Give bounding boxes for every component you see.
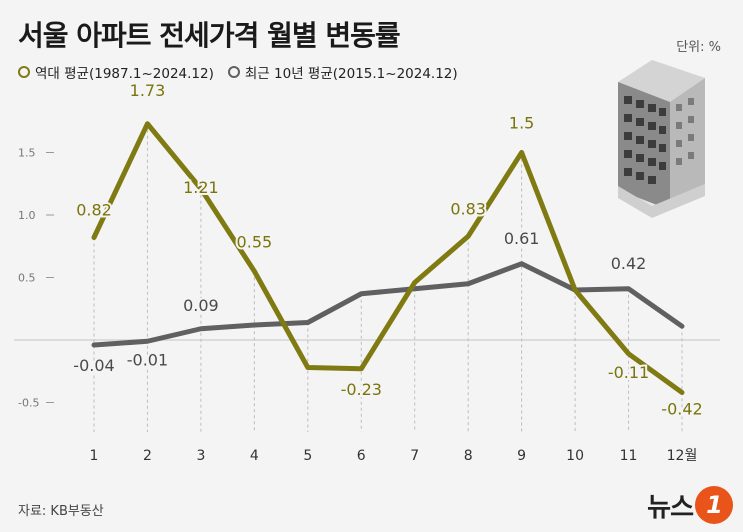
data-label-historical: 1.5	[509, 114, 534, 133]
x-tick-label: 1	[90, 448, 99, 464]
data-label-historical: 0.82	[76, 201, 112, 220]
data-label-historical: 0.55	[237, 232, 273, 251]
data-label-recent: -0.04	[73, 356, 114, 375]
legend: 역대 평균(1987.1~2024.12) 최근 10년 평균(2015.1~2…	[18, 62, 472, 82]
data-label-historical: 0.83	[450, 199, 486, 218]
legend-label-recent: 최근 10년 평균(2015.1~2024.12)	[244, 66, 458, 82]
legend-item-recent: 최근 10년 평균(2015.1~2024.12)	[227, 62, 458, 82]
series-lines	[91, 121, 685, 395]
data-label-historical: 1.73	[130, 81, 166, 100]
chart-title: 서울 아파트 전세가격 월별 변동률	[18, 19, 401, 52]
logo-text: 뉴스	[647, 492, 694, 523]
source-note: 자료: KB부동산	[18, 504, 104, 519]
y-tick-label: -0.5	[18, 397, 39, 410]
x-tick-label: 5	[303, 448, 312, 464]
x-tick-label: 7	[410, 448, 419, 464]
series-recent-line	[91, 261, 685, 348]
x-tick-label: 6	[357, 448, 366, 464]
y-tick-label: 1.0	[18, 209, 36, 222]
x-axis: 1 2 3 4 5 6 7 8 9 10 11 12월	[90, 448, 698, 464]
y-tick-label: 1.5	[18, 147, 36, 160]
x-tick-label: 11	[620, 448, 638, 464]
x-tick-label: 4	[250, 448, 259, 464]
data-label-recent: 0.61	[504, 229, 540, 248]
news1-logo: 뉴스 1	[647, 486, 733, 524]
x-tick-label: 3	[196, 448, 205, 464]
data-label-historical: 1.21	[183, 178, 219, 197]
legend-label-historical: 역대 평균(1987.1~2024.12)	[35, 66, 214, 82]
logo-badge: 1	[695, 486, 733, 524]
unit-label: 단위: %	[676, 40, 721, 55]
legend-dot-recent-icon	[227, 66, 240, 78]
data-label-historical: -0.23	[341, 380, 382, 399]
y-tick-label: 0.5	[18, 272, 36, 285]
apartment-building-icon	[618, 60, 705, 218]
x-tick-label: 12월	[667, 448, 698, 464]
data-labels: 0.82 1.73 1.21 0.55 -0.23 0.83 1.5 -0.11 -0.42 -0…	[71, 79, 704, 421]
y-axis: -0.5 0.5 1.0 1.5	[18, 147, 54, 410]
legend-item-historical: 역대 평균(1987.1~2024.12)	[18, 62, 214, 82]
data-label-historical: -0.11	[608, 363, 649, 382]
series-historical-line	[91, 121, 685, 395]
x-tick-label: 9	[517, 448, 526, 464]
grid-lines	[14, 123, 720, 432]
data-label-recent: -0.01	[127, 350, 168, 369]
legend-dot-historical-icon	[18, 66, 30, 78]
data-label-historical: -0.42	[661, 400, 702, 419]
x-tick-label: 10	[566, 448, 584, 464]
x-tick-label: 2	[143, 448, 152, 464]
x-tick-label: 8	[464, 448, 473, 464]
data-label-recent: 0.09	[183, 296, 219, 315]
data-label-recent: 0.42	[611, 254, 647, 273]
